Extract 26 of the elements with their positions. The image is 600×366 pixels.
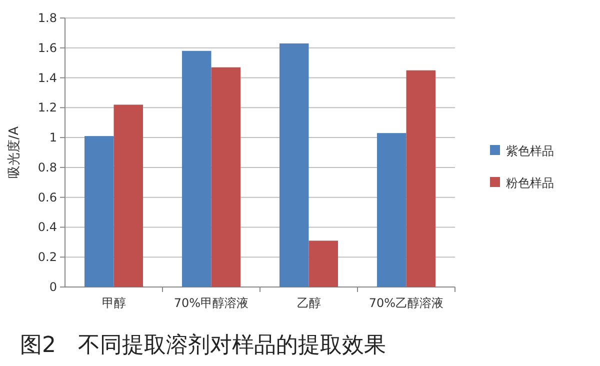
- bar: [84, 136, 114, 287]
- x-tick-label: 甲醇: [102, 296, 126, 310]
- y-tick-label: 0.6: [38, 190, 57, 204]
- y-tick-label: 1.8: [38, 11, 57, 25]
- y-tick-label: 1: [49, 130, 57, 145]
- x-tick-label: 70%乙醇溶液: [368, 296, 444, 310]
- x-tick-label: 乙醇: [296, 296, 321, 310]
- legend-label: 紫色样品: [506, 144, 554, 158]
- y-tick-label: 1.2: [38, 100, 57, 115]
- bar: [114, 104, 143, 287]
- y-tick-label: 0: [49, 280, 57, 294]
- bar: [377, 133, 406, 287]
- bar: [308, 240, 338, 287]
- y-tick-label: 1.4: [38, 70, 57, 85]
- y-axis-title: 吸光度/A: [6, 126, 22, 179]
- y-tick-label: 1.6: [38, 40, 57, 55]
- legend-label: 粉色样品: [506, 176, 554, 190]
- y-tick-label: 0.4: [38, 220, 57, 234]
- bar: [280, 43, 309, 287]
- bar: [182, 50, 212, 287]
- bar: [406, 70, 436, 287]
- bar: [211, 67, 240, 287]
- y-tick-label: 0.8: [38, 160, 57, 174]
- y-tick-label: 0.2: [38, 250, 57, 264]
- x-tick-label: 70%甲醇溶液: [174, 296, 249, 310]
- text: 图2 不同提取溶剂对样品的提取效果: [20, 333, 386, 358]
